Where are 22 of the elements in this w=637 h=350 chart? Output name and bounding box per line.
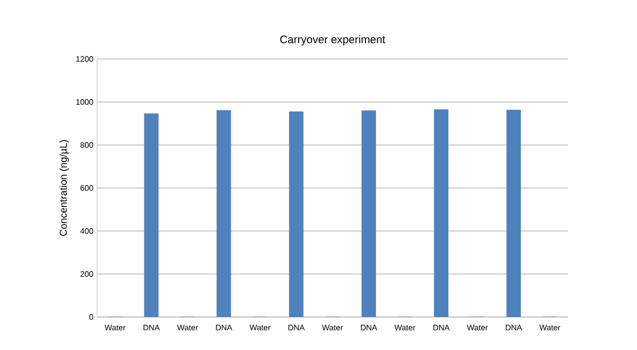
- y-tick-label: 200: [80, 271, 94, 277]
- y-tick-label: 0: [89, 314, 94, 320]
- x-tick-label: DNA: [360, 324, 378, 330]
- y-tick-label: 600: [80, 185, 94, 191]
- y-tick-label: 1000: [76, 99, 94, 105]
- x-tick-label: DNA: [288, 324, 305, 330]
- y-tick-label: 1200: [76, 56, 94, 62]
- x-tick-label: Water: [322, 324, 343, 330]
- x-tick-label: Water: [394, 324, 416, 330]
- x-tick-label: Water: [466, 324, 488, 330]
- x-tick-label: Water: [250, 324, 270, 330]
- y-tick-label: 800: [80, 142, 94, 148]
- chart-title: Carryover experiment: [280, 35, 386, 46]
- x-tick-label: Water: [177, 324, 198, 330]
- y-tick-label: 400: [80, 228, 94, 234]
- x-tick-label: Water: [104, 324, 126, 330]
- x-tick-label: DNA: [506, 324, 522, 330]
- x-tick-label: Water: [539, 324, 560, 330]
- x-tick-label: DNA: [144, 324, 160, 330]
- x-tick-label: DNA: [433, 324, 450, 330]
- x-tick-label: DNA: [216, 324, 232, 330]
- y-axis-title: Concentration (ng/µL): [59, 140, 69, 236]
